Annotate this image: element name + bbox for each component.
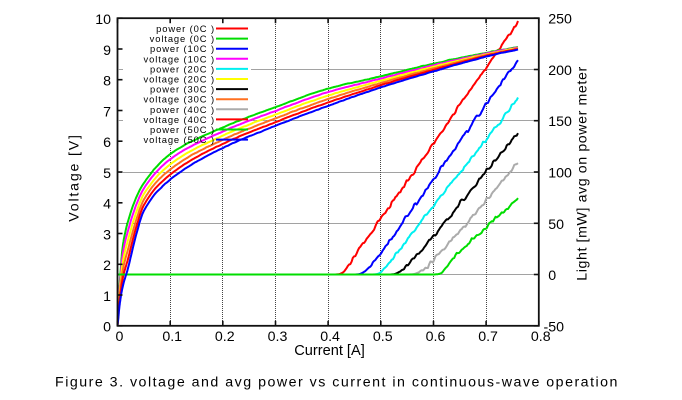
svg-text:0.8: 0.8: [531, 329, 551, 345]
svg-text:0.4: 0.4: [320, 329, 340, 345]
svg-text:5: 5: [103, 166, 111, 182]
svg-text:1: 1: [103, 289, 111, 305]
svg-text:2: 2: [103, 258, 111, 274]
svg-text:voltage (0C ): voltage (0C ): [150, 33, 215, 44]
svg-text:-50: -50: [544, 319, 565, 335]
svg-text:0: 0: [103, 320, 111, 336]
svg-text:Figure 3. voltage and avg powe: Figure 3. voltage and avg power vs curre…: [55, 375, 619, 391]
svg-text:power (20C ): power (20C ): [150, 63, 215, 74]
svg-text:8: 8: [103, 74, 111, 90]
svg-text:0.7: 0.7: [478, 329, 498, 345]
svg-text:voltage (10C ): voltage (10C ): [144, 53, 215, 64]
svg-text:0.2: 0.2: [215, 329, 235, 345]
svg-text:voltage (30C ): voltage (30C ): [144, 94, 215, 105]
svg-text:Light [mW] avg on power meter: Light [mW] avg on power meter: [575, 66, 591, 281]
svg-text:7: 7: [103, 104, 111, 120]
svg-text:Current [A]: Current [A]: [294, 343, 365, 359]
svg-text:power (50C ): power (50C ): [150, 124, 215, 135]
svg-text:voltage (40C ): voltage (40C ): [144, 114, 215, 125]
svg-text:9: 9: [103, 43, 111, 59]
svg-text:6: 6: [103, 135, 111, 151]
svg-text:power (10C ): power (10C ): [150, 43, 215, 54]
svg-text:power (40C ): power (40C ): [150, 104, 215, 115]
svg-text:150: 150: [548, 114, 572, 130]
svg-text:4: 4: [103, 197, 111, 213]
svg-text:voltage (20C ): voltage (20C ): [144, 74, 215, 85]
svg-text:Voltage [V]: Voltage [V]: [67, 133, 83, 221]
svg-text:power (0C ): power (0C ): [156, 23, 215, 34]
svg-text:0.3: 0.3: [268, 329, 288, 345]
svg-text:200: 200: [548, 63, 572, 79]
svg-text:0.1: 0.1: [162, 329, 182, 345]
svg-text:0: 0: [548, 268, 556, 284]
svg-text:3: 3: [103, 227, 111, 243]
svg-text:power (30C ): power (30C ): [150, 84, 215, 95]
svg-text:0.6: 0.6: [426, 329, 446, 345]
svg-text:10: 10: [95, 12, 111, 28]
svg-text:0.5: 0.5: [373, 329, 393, 345]
svg-text:50: 50: [548, 217, 564, 233]
svg-text:250: 250: [548, 12, 572, 28]
svg-text:100: 100: [548, 166, 572, 182]
svg-text:voltage (50C ): voltage (50C ): [144, 134, 215, 145]
svg-text:0: 0: [116, 329, 124, 345]
